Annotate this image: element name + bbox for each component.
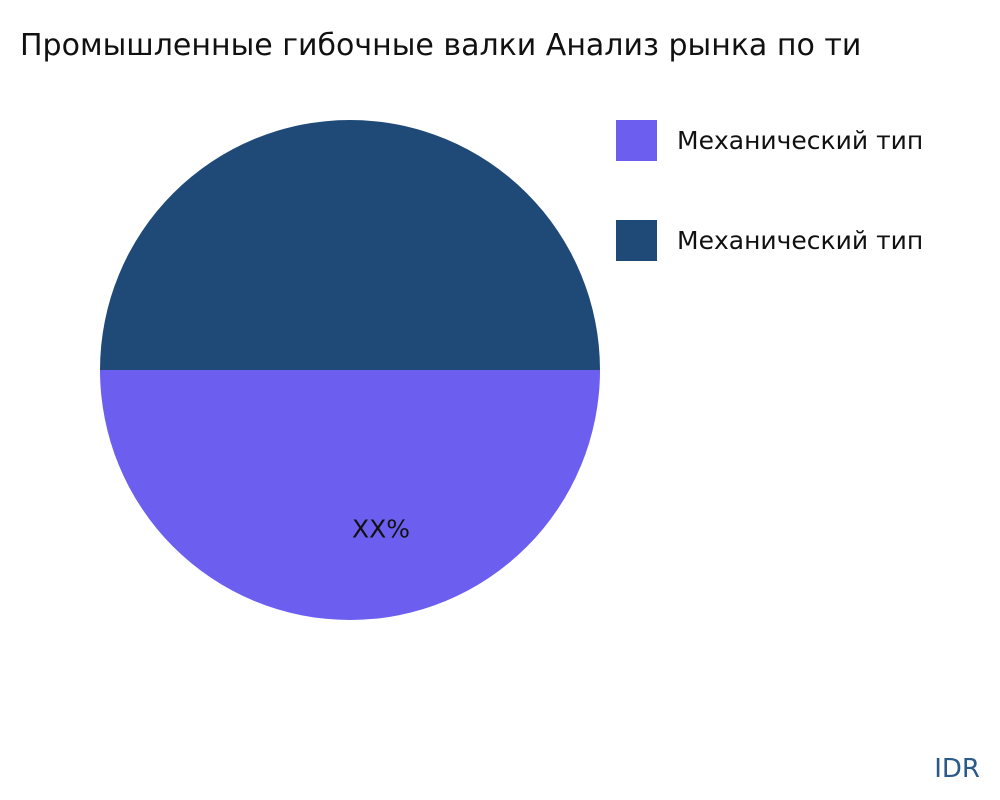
legend-item[interactable]: Механический тип (616, 220, 923, 261)
legend-label: Механический тип (677, 226, 924, 255)
chart-title: Промышленные гибочные валки Анализ рынка… (20, 28, 862, 63)
legend-item[interactable]: Механический тип (616, 120, 923, 161)
pie-slice[interactable] (100, 370, 600, 620)
slice-data-label: XX% (352, 515, 410, 544)
pie-slice[interactable] (100, 120, 600, 370)
legend-swatch (616, 120, 657, 161)
legend-label: Механический тип (677, 126, 924, 155)
watermark-logo: IDR (934, 754, 980, 784)
legend-swatch (616, 220, 657, 261)
